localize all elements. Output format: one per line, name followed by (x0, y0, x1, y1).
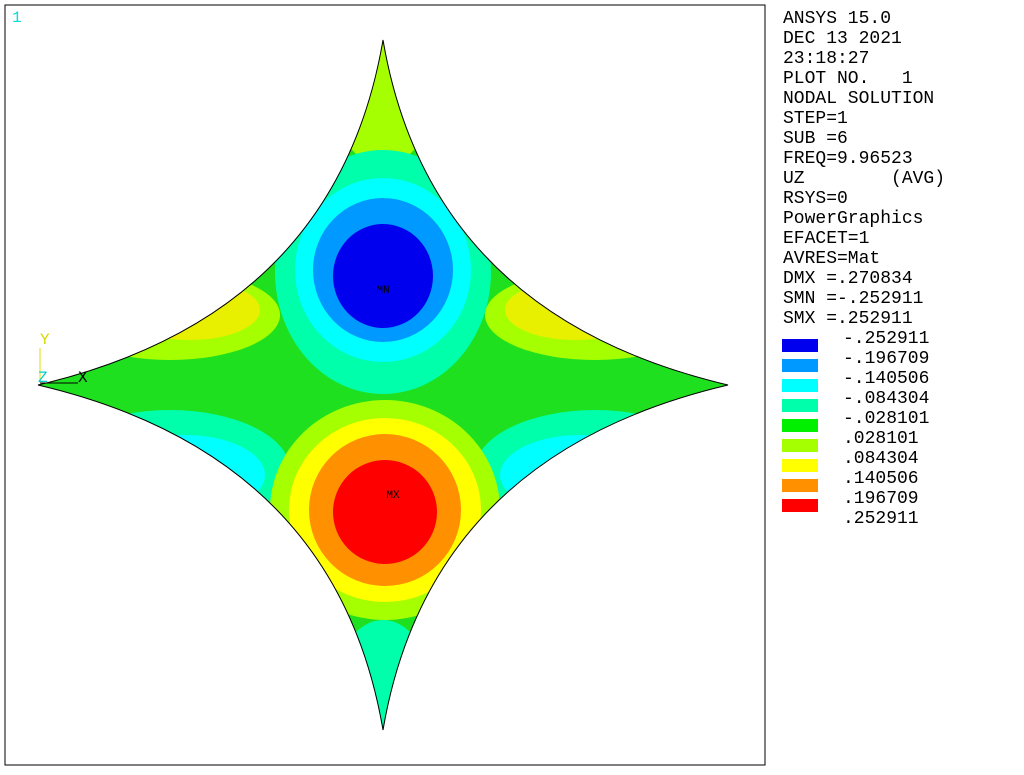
legend-label: -.028101 (843, 409, 929, 429)
info-line: FREQ=9.96523 (783, 149, 913, 169)
info-line: ANSYS 15.0 (783, 9, 891, 29)
legend-swatch (782, 479, 818, 492)
legend-label: .252911 (843, 509, 919, 529)
info-line: EFACET=1 (783, 229, 869, 249)
info-line: SUB =6 (783, 129, 848, 149)
legend-swatch (782, 419, 818, 432)
info-line: SMN =-.252911 (783, 289, 923, 309)
legend-swatch (782, 379, 818, 392)
legend-swatch (782, 439, 818, 452)
info-line: PLOT NO. 1 (783, 69, 913, 89)
legend-label: .084304 (843, 449, 919, 469)
info-line: RSYS=0 (783, 189, 848, 209)
axis-triad: Y X Z (38, 331, 88, 387)
legend-swatch (782, 499, 818, 512)
legend-swatch (782, 359, 818, 372)
info-line: PowerGraphics (783, 209, 923, 229)
max-label: MX (386, 490, 400, 502)
window-number: 1 (12, 9, 22, 27)
triad-y-label: Y (40, 331, 50, 349)
info-line: UZ (AVG) (783, 169, 945, 189)
info-line: STEP=1 (783, 109, 848, 129)
legend-swatch (782, 399, 818, 412)
legend-label: -.252911 (843, 329, 929, 349)
info-line: 23:18:27 (783, 49, 869, 69)
outline (37, 39, 729, 731)
legend-label: -.140506 (843, 369, 929, 389)
triad-z-label: Z (38, 369, 48, 387)
legend-label: .028101 (843, 429, 919, 449)
info-line: NODAL SOLUTION (783, 89, 934, 109)
legend-label: .196709 (843, 489, 919, 509)
info-line: SMX =.252911 (783, 309, 913, 329)
info-line: DEC 13 2021 (783, 29, 902, 49)
info-line: AVRES=Mat (783, 249, 880, 269)
legend-label: .140506 (843, 469, 919, 489)
legend-swatch (782, 459, 818, 472)
info-line: DMX =.270834 (783, 269, 913, 289)
legend-label: -.084304 (843, 389, 929, 409)
triad-x-label: X (78, 369, 88, 387)
legend-swatch (782, 339, 818, 352)
legend-label: -.196709 (843, 349, 929, 369)
min-label: MN (376, 285, 389, 297)
legend: -.252911-.196709-.140506-.084304-.028101… (782, 329, 929, 529)
